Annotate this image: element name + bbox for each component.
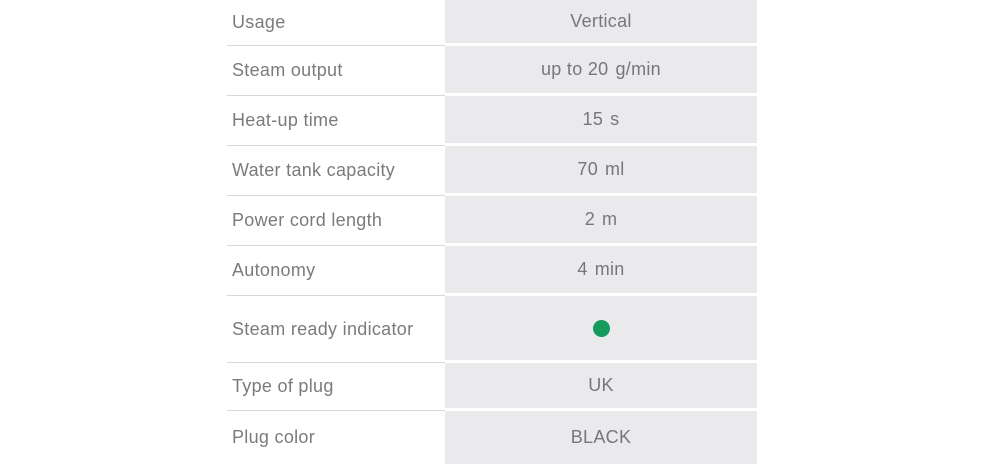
table-row: Plug color BLACK — [227, 411, 757, 464]
spec-table: Usage Vertical Steam output up to 20 g/m… — [227, 0, 757, 464]
spec-value: 70 — [577, 159, 599, 179]
spec-value: 2 — [584, 209, 595, 229]
spec-value-cell: up to 20 g/min — [445, 46, 757, 96]
spec-value: BLACK — [570, 427, 632, 447]
spec-label: Power cord length — [227, 196, 445, 246]
table-row: Heat-up time 15 s — [227, 96, 757, 146]
spec-value-cell: 4 min — [445, 246, 757, 296]
spec-label: Steam output — [227, 46, 445, 96]
spec-unit: m — [602, 209, 618, 229]
table-row: Autonomy 4 min — [227, 246, 757, 296]
spec-value: Vertical — [570, 11, 632, 31]
spec-label: Plug color — [227, 411, 445, 464]
spec-value: 15 — [582, 109, 604, 129]
spec-value-cell: 2 m — [445, 196, 757, 246]
spec-value-cell: 70 ml — [445, 146, 757, 196]
table-row: Power cord length 2 m — [227, 196, 757, 246]
spec-label: Usage — [227, 0, 445, 46]
table-row: Usage Vertical — [227, 0, 757, 46]
spec-value: 4 — [577, 259, 588, 279]
spec-label: Type of plug — [227, 363, 445, 411]
spec-unit: s — [610, 109, 620, 129]
spec-value-cell: 15 s — [445, 96, 757, 146]
spec-label: Water tank capacity — [227, 146, 445, 196]
spec-value: up to 20 — [541, 59, 609, 79]
spec-label: Autonomy — [227, 246, 445, 296]
spec-value-cell: Vertical — [445, 0, 757, 46]
spec-value: UK — [588, 375, 614, 395]
spec-value-cell: BLACK — [445, 411, 757, 464]
spec-value-cell: UK — [445, 363, 757, 411]
table-row: Steam output up to 20 g/min — [227, 46, 757, 96]
spec-label: Steam ready indicator — [227, 296, 445, 363]
table-row: Type of plug UK — [227, 363, 757, 411]
steam-ready-indicator-dot — [592, 319, 610, 337]
table-row: Steam ready indicator — [227, 296, 757, 363]
spec-unit: min — [594, 259, 625, 279]
spec-value-cell — [445, 296, 757, 363]
spec-label: Heat-up time — [227, 96, 445, 146]
table-row: Water tank capacity 70 ml — [227, 146, 757, 196]
spec-unit: g/min — [615, 59, 661, 79]
spec-unit: ml — [605, 159, 625, 179]
